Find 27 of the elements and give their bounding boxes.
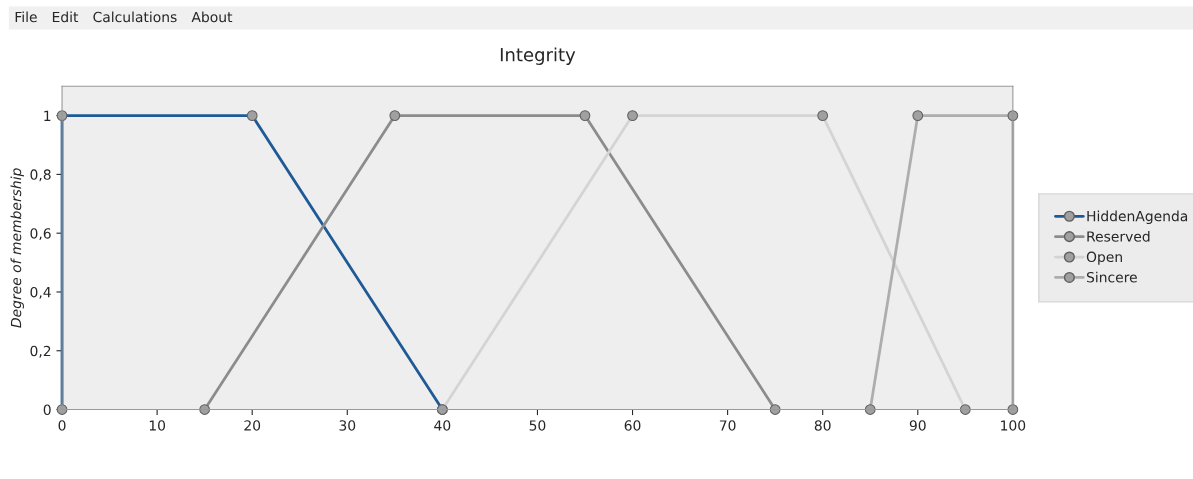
x-tick-label: 80 xyxy=(814,420,831,431)
legend-label: Sincere xyxy=(1086,271,1137,283)
x-tick-label: 40 xyxy=(434,420,451,431)
x-tick-label: 50 xyxy=(529,420,546,431)
x-tick-label: 90 xyxy=(909,420,926,431)
x-tick-label: 70 xyxy=(719,420,736,431)
y-tick-label: 0,6 xyxy=(30,228,51,241)
y-tick-label: 0 xyxy=(43,404,51,416)
y-tick-label: 0,4 xyxy=(30,286,51,299)
chart-title: Integrity xyxy=(500,47,576,65)
text: About xyxy=(191,11,233,23)
text: Edit xyxy=(52,11,79,23)
x-tick-label: 30 xyxy=(339,420,356,431)
legend-label: Reserved xyxy=(1087,230,1150,242)
x-tick-label: 10 xyxy=(149,420,166,431)
x-tick-label: 100 xyxy=(1001,420,1026,431)
y-axis-title: Degree of membership xyxy=(10,168,24,328)
text: Calculations xyxy=(93,11,177,23)
x-tick-label: 60 xyxy=(624,420,641,431)
y-tick-label: 0,8 xyxy=(30,169,51,182)
legend-label: Open xyxy=(1086,251,1122,265)
y-tick-label: 0,2 xyxy=(30,345,51,358)
text: File xyxy=(15,11,37,23)
legend-label: HiddenAgenda xyxy=(1087,210,1188,225)
y-tick-label: 1 xyxy=(44,110,51,121)
x-tick-label: 20 xyxy=(244,420,261,431)
x-tick-label: 0 xyxy=(58,420,66,431)
